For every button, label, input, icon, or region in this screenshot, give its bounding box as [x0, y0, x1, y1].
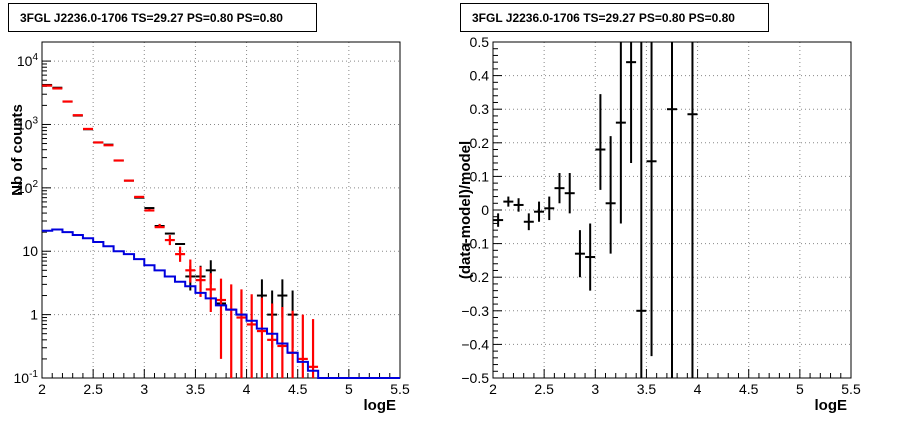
y-tick-label: −0.5 — [461, 370, 489, 386]
x-tick-label: 5 — [796, 381, 804, 397]
x-tick-label: 4.5 — [739, 381, 759, 397]
panel-2: 2 2.5 3 3.5 4 4.5 5 5.5 0.5 0.4 0.3 0.2 0.1 0 −0.1 −0.2… — [457, 3, 861, 414]
y-tick-label: 104 — [17, 52, 39, 69]
y-tick-label: 0 — [481, 202, 489, 218]
data-point — [687, 42, 698, 378]
x-tick-label: 3 — [140, 381, 148, 397]
data-point — [246, 294, 257, 378]
x-axis-label: logE — [364, 397, 397, 414]
y-tick-label: 103 — [17, 115, 39, 132]
data-point — [144, 208, 155, 212]
y-tick-label: −0.3 — [461, 303, 489, 319]
data-point — [287, 310, 298, 378]
x-tick-label: 4 — [694, 381, 702, 397]
x-tick-label: 2 — [38, 381, 46, 397]
y-tick-label: −0.4 — [461, 336, 489, 352]
data-point — [554, 173, 565, 204]
data-point — [513, 198, 524, 212]
data-point — [154, 223, 165, 229]
data-point — [308, 319, 319, 378]
y-tick-label: 102 — [17, 179, 39, 196]
x-tick-label: 4.5 — [288, 381, 308, 397]
x-tick-label: 2 — [489, 381, 497, 397]
data-point — [667, 42, 677, 378]
data-point — [205, 273, 216, 312]
y-tick-label: 0.2 — [470, 135, 490, 151]
x-tick-label: 3.5 — [637, 381, 657, 397]
data-point — [216, 278, 226, 359]
y-tick-label: −0.1 — [461, 236, 489, 252]
data-point — [626, 42, 637, 163]
data-point — [615, 42, 626, 224]
data-point — [175, 246, 186, 262]
y-tick-label: 1 — [30, 307, 38, 323]
data-point — [544, 196, 555, 221]
x-tick-label: 4 — [243, 381, 251, 397]
y-tick-label: 0.3 — [470, 101, 490, 117]
title-box — [8, 3, 317, 32]
x-tick-label: 5 — [345, 381, 353, 397]
chart-title: 3FGL J2236.0-1706 TS=29.27 PS=0.80 PS=0.… — [20, 11, 283, 25]
data-point — [277, 306, 288, 378]
y-axis-label: (data-model)/model — [457, 141, 474, 279]
data-point — [164, 235, 175, 246]
y-tick-label: 0.4 — [470, 68, 490, 84]
data-point — [564, 173, 575, 214]
data-point — [195, 266, 206, 297]
y-tick-label: −0.2 — [461, 269, 489, 285]
x-axis-label: logE — [815, 397, 848, 414]
x-tick-label: 2.5 — [534, 381, 554, 397]
data-point — [493, 213, 504, 227]
data-point — [134, 195, 145, 198]
x-tick-label: 5.5 — [390, 381, 410, 397]
data-point — [585, 223, 596, 291]
y-tick-label: 0.5 — [470, 34, 490, 50]
y-axis-label: Nb of counts — [9, 104, 26, 196]
x-tick-label: 5.5 — [841, 381, 861, 397]
y-tick-label: 0.1 — [470, 168, 490, 184]
x-tick-label: 2.5 — [83, 381, 103, 397]
data-point — [236, 289, 247, 378]
data-point — [503, 196, 514, 207]
data-point — [297, 314, 308, 378]
x-tick-label: 3 — [591, 381, 599, 397]
x-tick-label: 3.5 — [186, 381, 206, 397]
data-point — [185, 259, 196, 283]
model-step-line — [42, 228, 400, 379]
data-point — [595, 94, 606, 190]
data-point — [523, 213, 534, 231]
data-point — [636, 42, 647, 378]
data-point — [646, 42, 657, 357]
data-point — [267, 303, 278, 378]
y-tick-label: 10-1 — [14, 369, 39, 386]
data-point — [574, 230, 585, 278]
plot-frame — [41, 41, 401, 379]
title-box — [460, 3, 769, 32]
chart-title: 3FGL J2236.0-1706 TS=29.27 PS=0.80 PS=0.… — [472, 11, 735, 25]
data-point — [605, 136, 616, 254]
data-point — [226, 284, 237, 378]
y-tick-label: 10 — [22, 243, 38, 259]
data-point — [534, 201, 545, 222]
data-point — [256, 297, 267, 378]
